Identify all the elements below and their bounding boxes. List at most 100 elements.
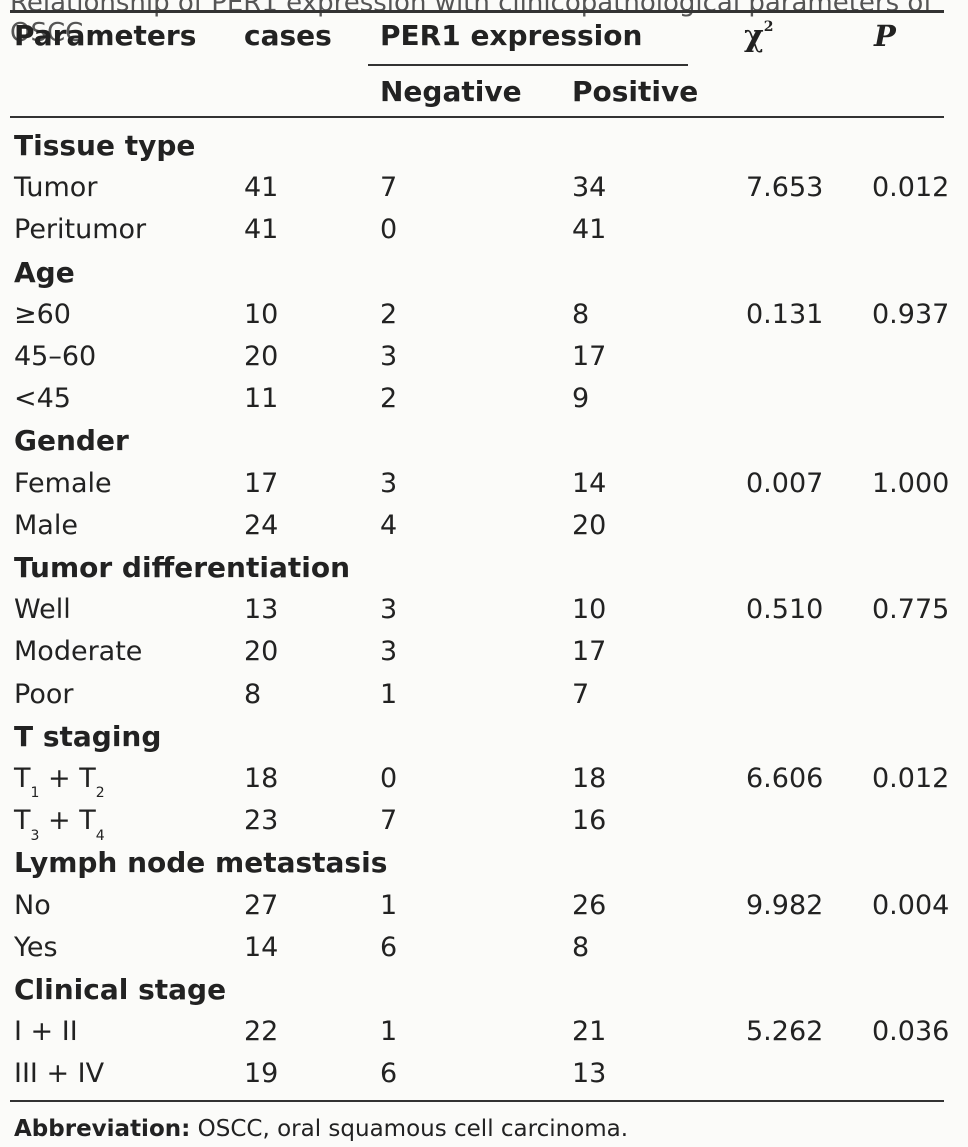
group-heading: Clinical stage — [14, 973, 227, 1006]
cell-positive: 10 — [572, 594, 607, 626]
cell-cases: 19 — [244, 1058, 279, 1090]
row-label: Well — [14, 594, 71, 626]
row-label: III + IV — [14, 1058, 105, 1090]
row-label-text: T — [14, 805, 31, 837]
group-heading: T staging — [14, 719, 162, 753]
cell-positive: 7 — [572, 678, 590, 710]
cell-positive: 34 — [572, 172, 607, 204]
row-label: Female — [14, 467, 112, 499]
cell-cases: 20 — [244, 636, 279, 668]
cell-p-value: 0.012 — [872, 763, 950, 794]
row-label: Tumor — [14, 172, 98, 204]
group-heading: Tumor differentiation — [14, 551, 350, 584]
cell-cases: 14 — [244, 931, 279, 963]
cell-positive: 26 — [572, 889, 607, 921]
cell-positive: 17 — [572, 636, 607, 668]
table-footer: Abbreviation: OSCC, oral squamous cell c… — [14, 1116, 628, 1142]
cell-negative: 0 — [380, 214, 398, 246]
group-heading: Gender — [14, 424, 129, 458]
cell-negative: 6 — [380, 931, 398, 963]
cell-cases: 11 — [244, 383, 279, 415]
row-label-subscript: 4 — [95, 827, 105, 844]
row-label-subscript: 1 — [30, 785, 40, 802]
per1-underline — [368, 64, 688, 66]
cell-negative: 1 — [380, 889, 398, 921]
header-p: P — [874, 19, 896, 53]
cell-p-value: 0.775 — [872, 594, 950, 626]
cell-positive: 17 — [572, 341, 607, 372]
cell-p-value: 1.000 — [872, 467, 950, 499]
cell-cases: 17 — [244, 467, 279, 499]
cell-positive: 14 — [572, 467, 607, 499]
cell-chi-square: 6.606 — [746, 763, 824, 794]
cell-negative: 7 — [380, 172, 398, 204]
group-heading: Age — [14, 255, 75, 289]
row-label: Yes — [14, 931, 58, 963]
header-positive: Positive — [572, 75, 699, 108]
row-label: T3 + T4 — [14, 805, 105, 842]
row-label: ≥60 — [14, 298, 71, 330]
cell-positive: 8 — [572, 298, 590, 330]
cell-cases: 27 — [244, 889, 279, 921]
cell-chi-square: 0.131 — [746, 298, 824, 330]
cell-positive: 8 — [572, 931, 590, 963]
cell-cases: 23 — [244, 805, 279, 837]
header-negative: Negative — [380, 75, 522, 108]
cell-positive: 21 — [572, 1016, 607, 1048]
row-label-subscript: 2 — [95, 785, 105, 802]
row-label-mid: + T — [39, 763, 96, 794]
cell-positive: 13 — [572, 1058, 607, 1090]
cell-cases: 20 — [244, 341, 279, 372]
cell-negative: 0 — [380, 763, 398, 794]
header-per1-expression: PER1 expression — [380, 19, 643, 52]
cell-chi-square: 0.510 — [746, 594, 824, 626]
cell-negative: 1 — [380, 1016, 398, 1048]
group-heading: Tissue type — [14, 129, 196, 162]
cell-cases: 22 — [244, 1016, 279, 1048]
chi-symbol: χ — [744, 19, 764, 54]
footer-text: OSCC, oral squamous cell carcinoma. — [190, 1116, 629, 1142]
row-label: <45 — [14, 383, 71, 415]
row-label: 45–60 — [14, 341, 97, 372]
cell-chi-square: 7.653 — [746, 172, 824, 204]
row-label: Male — [14, 509, 78, 541]
cell-negative: 7 — [380, 805, 398, 837]
row-label-mid: + T — [39, 805, 96, 837]
table-caption-fragment: Relationship of PER1 expression with cli… — [10, 0, 933, 48]
row-label: Poor — [14, 678, 74, 710]
header-parameters: Parameters — [14, 19, 197, 52]
header-chi-square: χ2 — [744, 19, 774, 54]
cell-cases: 41 — [244, 172, 279, 204]
cell-cases: 13 — [244, 594, 279, 626]
cell-cases: 8 — [244, 678, 262, 710]
cell-negative: 2 — [380, 383, 398, 415]
footer-label: Abbreviation: — [14, 1116, 191, 1142]
top-rule — [10, 10, 944, 13]
cell-negative: 6 — [380, 1058, 398, 1090]
cell-chi-square: 9.982 — [746, 889, 824, 921]
cell-positive: 16 — [572, 805, 607, 837]
cell-p-value: 0.012 — [872, 172, 950, 204]
cell-negative: 1 — [380, 678, 398, 710]
cell-cases: 18 — [244, 763, 279, 794]
cell-positive: 41 — [572, 214, 607, 246]
row-label: Peritumor — [14, 214, 147, 246]
header-bottom-rule — [10, 116, 944, 118]
row-label: I + II — [14, 1016, 78, 1048]
cell-chi-square: 0.007 — [746, 467, 824, 499]
cell-cases: 24 — [244, 509, 279, 541]
cell-negative: 3 — [380, 467, 398, 499]
group-heading: Lymph node metastasis — [14, 846, 388, 880]
cell-negative: 4 — [380, 509, 398, 541]
header-cases: cases — [244, 19, 332, 52]
table-bottom-rule — [10, 1100, 944, 1102]
cell-negative: 3 — [380, 594, 398, 626]
cell-p-value: 0.937 — [872, 298, 950, 330]
cell-p-value: 0.004 — [872, 889, 950, 921]
chi-exponent: 2 — [763, 19, 774, 35]
row-label: T1 + T2 — [14, 763, 105, 800]
row-label-subscript: 3 — [30, 827, 40, 844]
cell-positive: 9 — [572, 383, 590, 415]
cell-cases: 41 — [244, 214, 279, 246]
cell-p-value: 0.036 — [872, 1016, 950, 1048]
